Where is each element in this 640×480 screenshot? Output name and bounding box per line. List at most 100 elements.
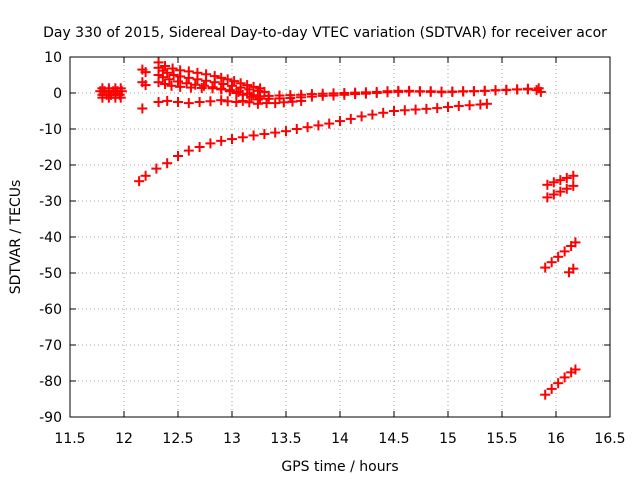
series-0 <box>95 83 127 103</box>
data-point <box>548 189 559 200</box>
data-point <box>360 87 371 98</box>
y-tick-label: -20 <box>39 158 62 174</box>
x-tick-label: 11.5 <box>54 431 85 447</box>
y-tick-label: -80 <box>39 374 62 390</box>
data-point <box>201 75 212 86</box>
data-point <box>140 67 151 78</box>
data-point <box>194 142 205 152</box>
x-tick-label: 15 <box>439 431 457 447</box>
series-13 <box>563 263 579 278</box>
series-6 <box>153 95 307 109</box>
data-point <box>162 158 173 169</box>
x-tick-label: 13 <box>223 431 241 447</box>
y-tick-label: -10 <box>39 122 62 138</box>
data-point <box>162 95 173 106</box>
data-point <box>248 130 259 141</box>
data-point <box>173 97 183 107</box>
data-point <box>425 86 436 97</box>
x-tick-label: 12.5 <box>162 431 193 447</box>
series-5 <box>153 77 266 104</box>
data-point <box>151 163 162 174</box>
data-point <box>481 98 492 109</box>
data-point <box>339 88 350 98</box>
data-points <box>95 57 581 400</box>
data-point <box>216 135 227 146</box>
data-point <box>501 84 512 95</box>
data-point <box>479 85 490 96</box>
data-point <box>535 86 546 97</box>
data-point <box>237 132 248 143</box>
data-point <box>540 262 551 273</box>
data-point <box>410 104 421 115</box>
data-point <box>568 180 579 191</box>
data-point <box>464 100 475 111</box>
data-point <box>559 246 570 257</box>
data-point <box>285 90 296 101</box>
data-point <box>291 124 302 134</box>
data-point <box>458 86 469 97</box>
data-point <box>227 134 237 145</box>
data-point <box>205 96 216 107</box>
series-9 <box>134 98 492 187</box>
data-point <box>324 118 335 129</box>
data-point <box>378 107 389 118</box>
data-point <box>153 77 164 88</box>
data-point <box>205 138 216 149</box>
series-2 <box>153 57 266 94</box>
data-point <box>468 86 479 97</box>
data-point <box>568 170 579 181</box>
data-point <box>548 177 559 188</box>
data-point <box>194 97 205 107</box>
data-point <box>313 120 324 131</box>
data-point <box>137 103 148 114</box>
data-point <box>555 175 566 186</box>
data-point <box>185 82 196 93</box>
y-tick-label: 0 <box>53 86 62 102</box>
data-point <box>274 90 285 101</box>
series-10 <box>542 170 579 190</box>
data-point <box>196 82 207 93</box>
data-point <box>281 126 291 137</box>
data-point <box>447 86 458 97</box>
data-point <box>371 86 382 97</box>
x-tick-label: 12 <box>115 431 133 447</box>
data-point <box>270 127 281 138</box>
series-11 <box>542 180 579 203</box>
data-point <box>542 179 553 190</box>
data-point <box>166 80 177 91</box>
data-point <box>542 192 553 203</box>
data-point <box>140 170 151 181</box>
data-point <box>216 72 227 83</box>
data-point <box>255 93 266 104</box>
x-tick-label: 14.5 <box>378 431 409 447</box>
data-point <box>546 383 557 394</box>
series-12 <box>540 237 581 273</box>
data-point <box>173 76 183 87</box>
data-point <box>237 95 248 106</box>
data-point <box>115 92 126 103</box>
series-14 <box>540 364 581 400</box>
y-tick-label: -40 <box>39 230 62 246</box>
data-point <box>568 263 579 274</box>
data-point <box>175 81 186 92</box>
data-point <box>350 87 361 98</box>
axis-ticks: 11.5 12 12.5 13 13.5 14 14.5 15 15.5 16 16.5 10 0 -10… <box>39 50 625 447</box>
x-tick-label: 15.5 <box>486 431 517 447</box>
data-point <box>224 86 235 97</box>
y-axis-label: SDTVAR / TECUs <box>8 180 24 295</box>
data-point <box>356 111 367 122</box>
data-point <box>183 98 194 109</box>
data-point <box>157 72 168 83</box>
data-point <box>555 186 566 197</box>
data-point <box>553 378 564 389</box>
data-point <box>160 61 171 71</box>
data-point <box>231 97 242 107</box>
data-point <box>140 80 151 91</box>
data-point <box>399 105 410 116</box>
data-point <box>522 84 533 95</box>
data-point <box>328 88 339 99</box>
data-point <box>436 86 447 97</box>
data-point <box>553 251 564 262</box>
data-point <box>570 364 581 375</box>
